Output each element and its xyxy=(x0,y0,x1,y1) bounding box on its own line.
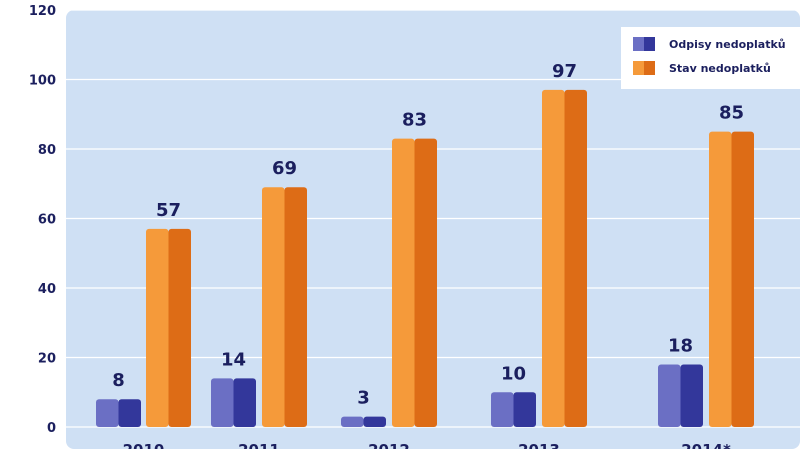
bar-shade xyxy=(513,392,536,427)
bar xyxy=(211,378,234,427)
bar-shade xyxy=(564,89,587,428)
y-tick-label: 120 xyxy=(29,4,56,19)
bar xyxy=(392,138,415,427)
legend-label: Stav nedoplatků xyxy=(669,62,771,75)
data-label: 18 xyxy=(668,335,693,356)
legend-swatch-shade xyxy=(644,61,655,75)
y-tick-label: 40 xyxy=(38,282,56,297)
data-label: 10 xyxy=(501,363,526,384)
bar-shade xyxy=(680,364,703,427)
bar xyxy=(542,89,565,428)
bar xyxy=(96,399,119,427)
y-tick-label: 0 xyxy=(47,421,56,436)
data-label: 14 xyxy=(221,349,246,370)
data-label: 69 xyxy=(272,158,297,179)
x-tick-label: 2010 xyxy=(123,441,165,449)
bar-shade xyxy=(731,131,754,427)
x-tick-label: 2013 xyxy=(518,441,560,449)
legend-box xyxy=(621,27,800,89)
legend-swatch-shade xyxy=(644,37,655,51)
data-label: 85 xyxy=(719,103,744,124)
data-label: 83 xyxy=(402,110,427,131)
bar xyxy=(341,416,364,427)
legend-label: Odpisy nedoplatků xyxy=(669,38,786,51)
bar xyxy=(709,131,732,427)
y-tick-label: 80 xyxy=(38,143,56,158)
data-label: 57 xyxy=(156,200,181,221)
bar-shade xyxy=(284,187,307,427)
data-label: 8 xyxy=(112,370,125,391)
bar xyxy=(262,187,285,427)
y-tick-label: 100 xyxy=(29,74,56,89)
bar-shade xyxy=(414,138,437,427)
bar xyxy=(491,392,514,427)
data-label: 3 xyxy=(357,388,370,409)
bar-shade xyxy=(363,416,386,427)
bar-shade xyxy=(233,378,256,427)
bar-shade xyxy=(118,399,141,427)
y-tick-label: 60 xyxy=(38,213,56,228)
bar xyxy=(658,364,681,427)
x-tick-label: 2014* xyxy=(681,441,731,449)
y-tick-label: 20 xyxy=(38,352,56,367)
x-tick-label: 2012 xyxy=(368,441,410,449)
bar xyxy=(146,228,169,427)
bar-shade xyxy=(168,228,191,427)
x-tick-label: 2011 xyxy=(238,441,280,449)
data-label: 97 xyxy=(552,61,577,82)
legend-swatch xyxy=(633,61,644,75)
legend-swatch xyxy=(633,37,644,51)
